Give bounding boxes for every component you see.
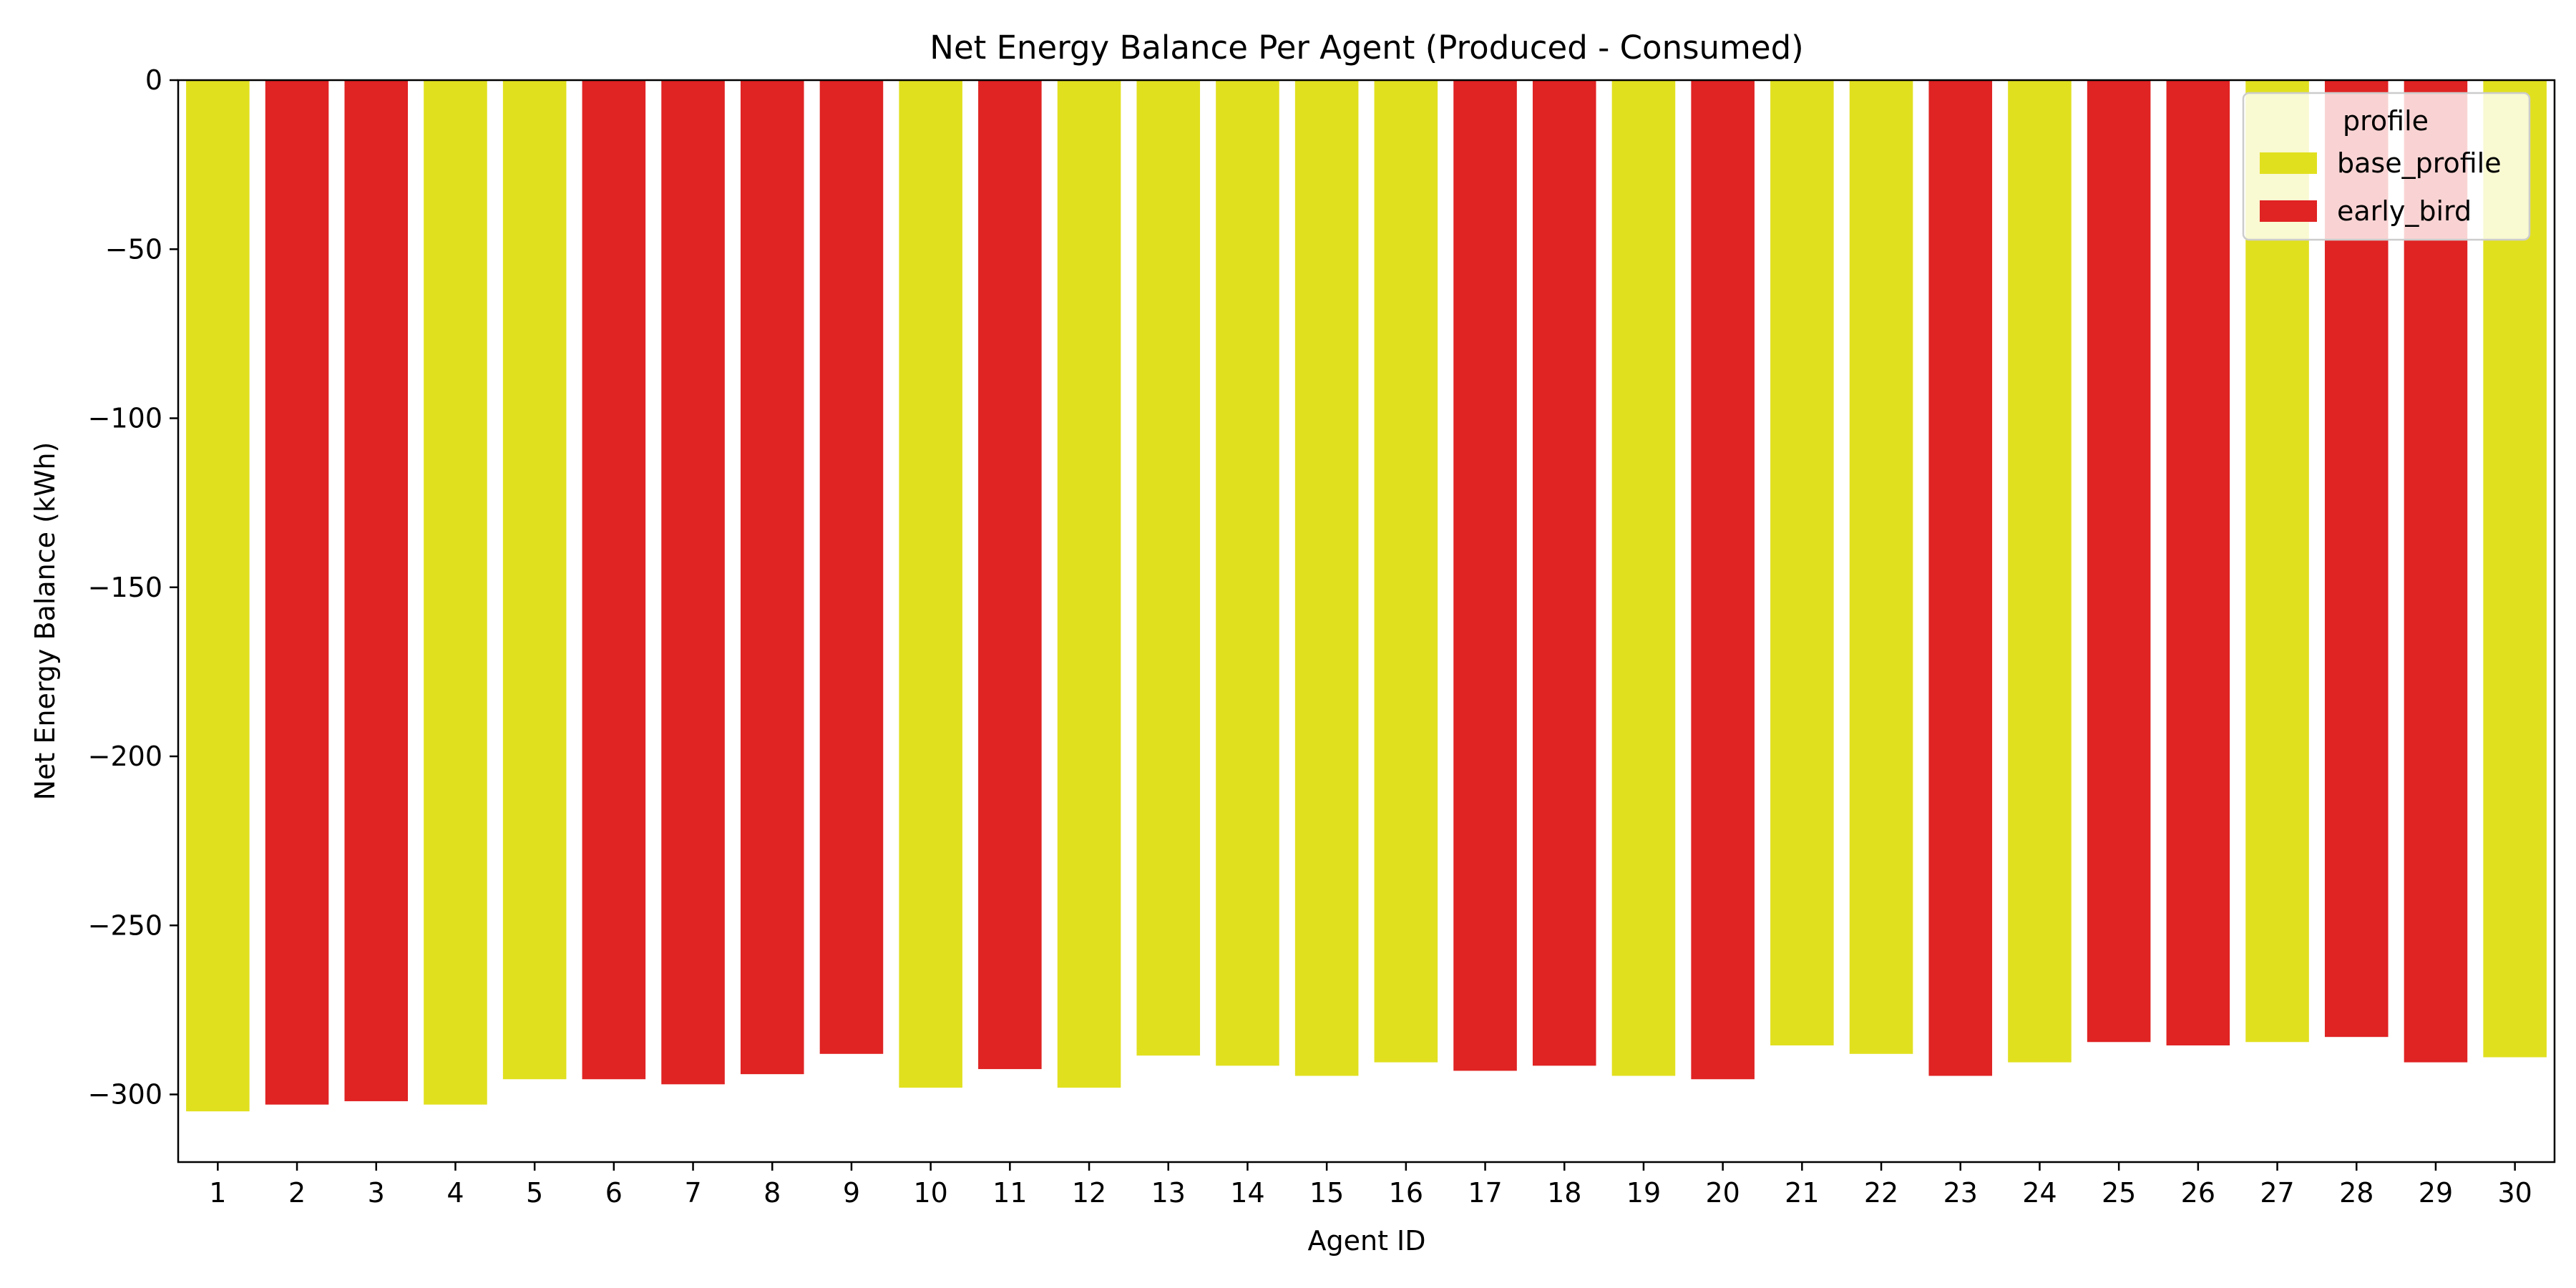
x-tick-label: 19 <box>1626 1177 1661 1209</box>
bar-agent-15 <box>1294 80 1359 1076</box>
x-tick-label: 9 <box>843 1177 860 1209</box>
chart-title: Net Energy Balance Per Agent (Produced -… <box>930 29 1803 67</box>
bar-agent-9 <box>819 80 884 1054</box>
legend-title: profile <box>2343 105 2429 137</box>
bar-agent-25 <box>2087 80 2151 1043</box>
x-tick-label: 20 <box>1705 1177 1740 1209</box>
x-tick-label: 14 <box>1230 1177 1264 1209</box>
bar-agent-23 <box>1928 80 1993 1076</box>
bar-agent-2 <box>265 80 329 1105</box>
bar-agent-22 <box>1849 80 1913 1054</box>
x-tick-label: 21 <box>1785 1177 1819 1209</box>
x-tick-label: 29 <box>2419 1177 2453 1209</box>
bar-agent-10 <box>899 80 962 1088</box>
y-tick-label: −250 <box>88 909 162 941</box>
y-tick-label: −150 <box>88 572 162 603</box>
x-tick-label: 10 <box>913 1177 947 1209</box>
x-tick-label: 24 <box>2022 1177 2057 1209</box>
x-tick-label: 25 <box>2102 1177 2136 1209</box>
bar-agent-13 <box>1136 80 1201 1056</box>
legend-swatch-base-profile <box>2260 152 2317 174</box>
x-tick-label: 11 <box>992 1177 1027 1209</box>
legend-label-base-profile: base_profile <box>2337 147 2502 179</box>
y-axis-title: Net Energy Balance (kWh) <box>29 442 61 801</box>
y-tick-label: −300 <box>88 1079 162 1111</box>
legend: profile base_profile early_bird <box>2242 92 2531 241</box>
bar-agent-5 <box>502 80 567 1080</box>
bar-agent-6 <box>582 80 646 1080</box>
bar-agent-20 <box>1691 80 1755 1080</box>
x-tick-label: 23 <box>1943 1177 1978 1209</box>
plot-frame <box>177 79 2556 1163</box>
x-tick-label: 6 <box>605 1177 623 1209</box>
y-tick-label: −50 <box>105 233 162 265</box>
x-tick-label: 4 <box>447 1177 464 1209</box>
x-tick-label: 5 <box>526 1177 543 1209</box>
x-tick-label: 13 <box>1151 1177 1186 1209</box>
bar-agent-3 <box>344 80 409 1101</box>
bar-agent-18 <box>1532 80 1596 1066</box>
x-axis-title: Agent ID <box>1307 1225 1425 1257</box>
bar-agent-19 <box>1611 80 1676 1076</box>
y-tick-label: −100 <box>88 403 162 434</box>
bar-agent-11 <box>978 80 1042 1070</box>
bar-agent-17 <box>1453 80 1517 1071</box>
y-axis-ticks: 0 −50 −100 −150 −200 −250 −300 <box>88 64 178 1111</box>
legend-label-early-bird: early_bird <box>2337 195 2472 227</box>
bar-agent-12 <box>1057 80 1121 1088</box>
legend-swatch-early-bird <box>2260 200 2317 222</box>
x-tick-label: 28 <box>2339 1177 2373 1209</box>
x-tick-label: 7 <box>684 1177 701 1209</box>
y-tick-label: −200 <box>88 741 162 772</box>
bar-agent-4 <box>424 80 487 1105</box>
x-tick-label: 22 <box>1864 1177 1898 1209</box>
x-tick-label: 16 <box>1389 1177 1423 1209</box>
bar-agent-30 <box>2483 80 2547 1058</box>
bar-agent-7 <box>661 80 725 1085</box>
x-tick-label: 30 <box>2497 1177 2532 1209</box>
x-tick-label: 1 <box>209 1177 226 1209</box>
x-tick-label: 12 <box>1072 1177 1106 1209</box>
x-tick-label: 17 <box>1468 1177 1502 1209</box>
bar-agent-16 <box>1374 80 1438 1063</box>
bar-agent-1 <box>186 80 250 1112</box>
bar-agent-29 <box>2404 80 2468 1063</box>
x-tick-label: 2 <box>288 1177 306 1209</box>
bars-group <box>186 80 2547 1112</box>
bar-agent-21 <box>1770 80 1834 1045</box>
bar-agent-24 <box>2008 80 2072 1063</box>
x-tick-label: 3 <box>368 1177 385 1209</box>
bar-agent-26 <box>2166 80 2230 1045</box>
bar-agent-8 <box>740 80 804 1075</box>
y-tick-label: 0 <box>145 64 162 96</box>
x-tick-label: 15 <box>1309 1177 1344 1209</box>
bar-agent-14 <box>1216 80 1279 1066</box>
x-tick-label: 26 <box>2181 1177 2215 1209</box>
x-tick-label: 8 <box>763 1177 781 1209</box>
x-axis-ticks: 1 2 3 4 5 6 7 8 9 10 11 12 13 14 15 16 17 18 19 20 21 22 23 24 2… <box>209 1162 2532 1209</box>
x-tick-label: 27 <box>2260 1177 2294 1209</box>
x-tick-label: 18 <box>1547 1177 1581 1209</box>
